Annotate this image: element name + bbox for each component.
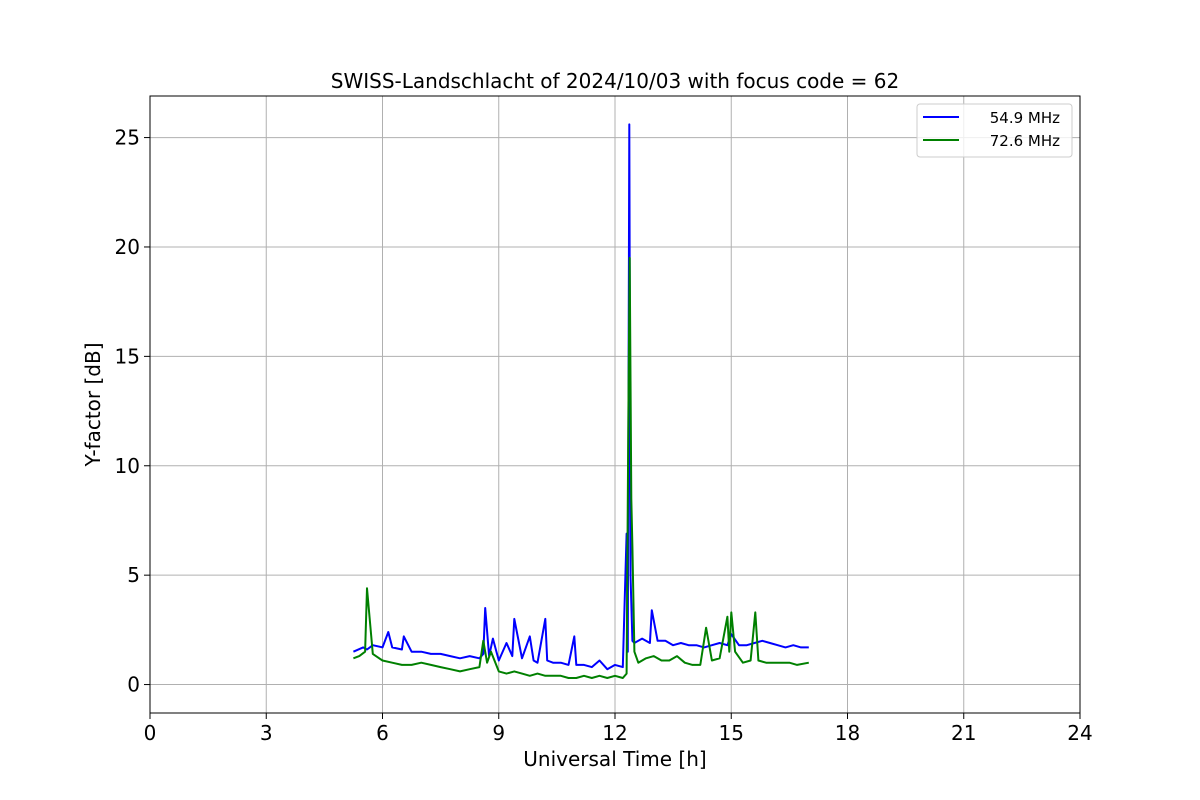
x-tick-label: 6	[376, 721, 389, 745]
x-tick-label: 0	[144, 721, 157, 745]
x-tick-label: 12	[602, 721, 627, 745]
x-tick-label: 15	[719, 721, 744, 745]
y-tick-label: 0	[127, 673, 140, 697]
legend-label-54-9-mhz: 54.9 MHz	[990, 109, 1060, 127]
grid	[149, 96, 1081, 713]
legend-label-72-6-mhz: 72.6 MHz	[990, 132, 1060, 150]
y-axis-label: Y-factor [dB]	[81, 342, 105, 467]
y-tick-label: 5	[127, 563, 140, 587]
x-tick-label: 9	[492, 721, 505, 745]
series-line-54-9-mhz	[352, 123, 809, 671]
legend: 54.9 MHz 72.6 MHz	[916, 103, 1073, 158]
x-tick-label: 21	[951, 721, 976, 745]
x-tick-label: 18	[835, 721, 860, 745]
ticks: 0 3 6 9 12 15 18 21 24 0 5 10 15 20 25	[115, 126, 1093, 745]
series-layer	[352, 123, 809, 679]
y-tick-label: 15	[115, 344, 140, 368]
y-tick-label: 20	[115, 235, 140, 259]
y-tick-label: 10	[115, 454, 140, 478]
chart-title: SWISS-Landschlacht of 2024/10/03 with fo…	[331, 69, 899, 93]
series-line-72-6-mhz	[353, 256, 809, 679]
x-axis-label: Universal Time [h]	[523, 747, 706, 771]
x-tick-label: 3	[260, 721, 273, 745]
y-tick-label: 25	[115, 126, 140, 150]
x-tick-label: 24	[1067, 721, 1092, 745]
